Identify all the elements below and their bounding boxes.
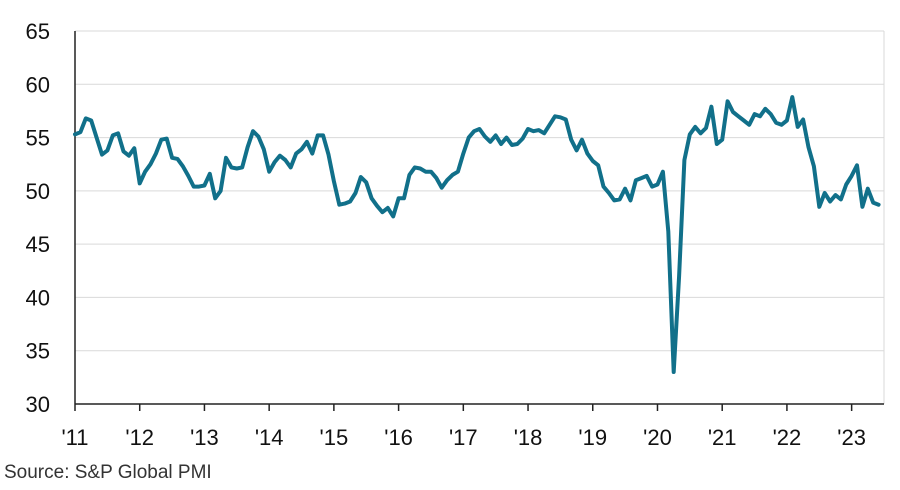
x-tick-label: '14	[255, 425, 284, 450]
x-tick-label: '12	[125, 425, 154, 450]
x-tick-label: '18	[514, 425, 543, 450]
y-tick-label: 35	[26, 339, 50, 364]
x-tick-label: '16	[384, 425, 413, 450]
x-tick-label: '19	[578, 425, 607, 450]
pmi-series-line	[73, 95, 881, 374]
source-note: Source: S&P Global PMI	[4, 462, 212, 483]
x-tick-label: '22	[773, 425, 802, 450]
y-tick-label: 40	[26, 285, 50, 310]
gridlines	[75, 30, 885, 404]
y-tick-label: 30	[26, 392, 50, 417]
y-tick-label: 60	[26, 72, 50, 97]
y-tick-label: 55	[26, 126, 50, 151]
x-axis: '11 '12 '13 '14 '15 '16 '17 '18 '19 '20 '21 '22 '23	[61, 403, 884, 450]
x-tick-label: '20	[643, 425, 672, 450]
x-tick-label: '21	[708, 425, 737, 450]
x-tick-label: '23	[837, 425, 866, 450]
x-tick-label: '13	[190, 425, 219, 450]
x-tick-label: '11	[61, 425, 88, 450]
x-tick-label: '17	[449, 425, 478, 450]
y-tick-label: 50	[26, 179, 50, 204]
y-axis: 30 35 40 45 50 55 60 65	[26, 19, 76, 417]
y-tick-label: 45	[26, 232, 50, 257]
x-tick-label: '15	[320, 425, 349, 450]
y-tick-label: 65	[26, 19, 50, 44]
